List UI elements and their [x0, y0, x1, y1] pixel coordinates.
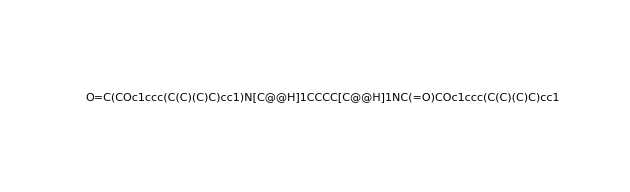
Text: O=C(COc1ccc(C(C)(C)C)cc1)N[C@@H]1CCCC[C@@H]1NC(=O)COc1ccc(C(C)(C)C)cc1: O=C(COc1ccc(C(C)(C)C)cc1)N[C@@H]1CCCC[C@… [86, 92, 560, 102]
